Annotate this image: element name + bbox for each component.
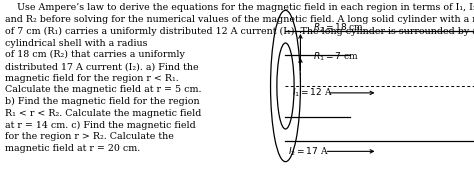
Text: $R_2 = 18$ cm: $R_2 = 18$ cm [313,21,365,34]
Text: $R_1 = 7$ cm: $R_1 = 7$ cm [313,51,359,63]
Text: $I_1 = 12$ A: $I_1 = 12$ A [292,87,333,99]
Text: Use Ampere’s law to derive the equations for the magnetic field in each region i: Use Ampere’s law to derive the equations… [5,3,474,153]
Text: $I_2 = 17$ A: $I_2 = 17$ A [288,145,328,158]
